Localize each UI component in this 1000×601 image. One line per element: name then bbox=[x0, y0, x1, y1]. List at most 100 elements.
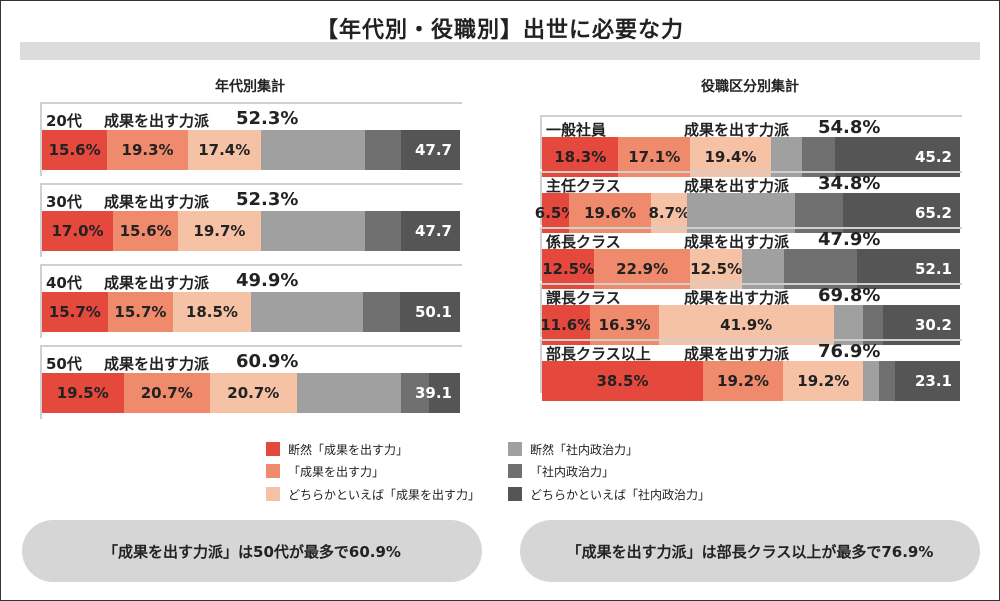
bar-segment bbox=[863, 361, 880, 401]
bar-segment: 12.5% bbox=[542, 249, 595, 289]
title-rule bbox=[20, 42, 980, 60]
legend-label: どちらかといえば「成果を出す力」 bbox=[288, 488, 481, 502]
bar-group bbox=[540, 171, 962, 225]
legend-label: 「成果を出す力」 bbox=[288, 465, 385, 479]
category-label: 30代 bbox=[46, 193, 82, 211]
bar-segment: 17.1% bbox=[618, 137, 690, 177]
legend-label: 断然「成果を出す力」 bbox=[288, 443, 409, 457]
category-label: 40代 bbox=[46, 274, 82, 292]
legend-label: 断然「社内政治力」 bbox=[530, 443, 639, 457]
group-tag: 成果を出す力派 bbox=[104, 355, 210, 373]
right-total-label: 45.2 bbox=[914, 148, 952, 166]
bar-segment: 19.6% bbox=[569, 193, 652, 233]
bar-group bbox=[40, 102, 462, 176]
bar-segment bbox=[400, 211, 460, 251]
bar-segment: 15.6% bbox=[42, 130, 108, 170]
legend-swatch bbox=[508, 487, 522, 501]
category-label: 20代 bbox=[46, 112, 82, 130]
group-percent: 47.9% bbox=[818, 229, 881, 250]
bar-segment: 20.7% bbox=[210, 373, 297, 413]
bar-segment bbox=[363, 292, 401, 332]
group-tag: 成果を出す力派 bbox=[684, 233, 790, 251]
bar-segment bbox=[400, 130, 460, 170]
note-right: 「成果を出す力派」は部長クラス以上が最多で76.9% bbox=[520, 520, 980, 582]
bar-segment bbox=[857, 249, 960, 289]
group-percent: 34.8% bbox=[818, 173, 881, 194]
right-total-label: 23.1 bbox=[914, 372, 952, 390]
bar-segment bbox=[863, 305, 883, 345]
group-tag: 成果を出す力派 bbox=[684, 345, 790, 363]
bar-segment bbox=[882, 305, 960, 345]
bar-segment bbox=[250, 292, 364, 332]
bar-segment bbox=[842, 193, 960, 233]
bar-segment bbox=[801, 137, 835, 177]
bar-segment: 18.3% bbox=[542, 137, 619, 177]
bar-segment bbox=[364, 211, 401, 251]
bar-segment: 16.3% bbox=[590, 305, 659, 345]
bar-segment bbox=[879, 361, 896, 401]
bar-segment bbox=[260, 211, 365, 251]
bar-segment: 41.9% bbox=[658, 305, 834, 345]
bar-group bbox=[540, 339, 962, 393]
right-total-label: 65.2 bbox=[914, 204, 952, 222]
category-label: 部長クラス以上 bbox=[546, 345, 651, 363]
legend-label: 「社内政治力」 bbox=[530, 465, 615, 479]
bar-segment: 19.4% bbox=[689, 137, 772, 177]
bar-segment: 15.7% bbox=[42, 292, 108, 332]
bar-group bbox=[40, 345, 462, 419]
stacked-bar: 11.6% 16.3% 41.9% 30.2 bbox=[540, 305, 960, 345]
bar-segment: 6.5% bbox=[535, 193, 576, 233]
right-subtitle: 役職区分別集計 bbox=[701, 79, 799, 95]
group-percent: 52.3% bbox=[236, 108, 299, 129]
bar-segment: 17.4% bbox=[187, 130, 261, 170]
bar-segment: 8.7% bbox=[648, 193, 690, 233]
bar-group bbox=[40, 183, 462, 257]
bar-segment: 11.6% bbox=[540, 305, 592, 345]
left-subtitle: 年代別集計 bbox=[215, 79, 285, 95]
bar-segment bbox=[895, 361, 960, 401]
bar-segment bbox=[833, 305, 863, 345]
category-label: 課長クラス bbox=[546, 289, 621, 307]
group-percent: 49.9% bbox=[236, 270, 299, 291]
group-tag: 成果を出す力派 bbox=[684, 289, 790, 307]
stacked-bar: 18.3% 17.1% 19.4% 45.2 bbox=[542, 137, 960, 177]
bar-segment bbox=[364, 130, 401, 170]
bar-segment bbox=[400, 292, 460, 332]
right-total-label: 47.7 bbox=[414, 141, 452, 159]
bar-segment: 22.9% bbox=[594, 249, 690, 289]
legend-label: どちらかといえば「社内政治力」 bbox=[530, 488, 711, 502]
bar-segment: 18.5% bbox=[173, 292, 251, 332]
right-total-label: 52.1 bbox=[914, 260, 952, 278]
bar-group bbox=[540, 227, 962, 281]
group-percent: 69.8% bbox=[818, 285, 881, 306]
bar-segment bbox=[260, 130, 365, 170]
group-tag: 成果を出す力派 bbox=[104, 112, 210, 130]
group-tag: 成果を出す力派 bbox=[104, 193, 210, 211]
stacked-bar: 12.5% 22.9% 12.5% 52.1 bbox=[542, 249, 960, 289]
chart-title: 【年代別・役職別】出世に必要な力 bbox=[315, 18, 684, 43]
bar-segment bbox=[296, 373, 402, 413]
stacked-bar: 17.0% 15.6% 19.7% 47.7 bbox=[42, 211, 460, 251]
bar-segment: 12.5% bbox=[689, 249, 743, 289]
right-total-label: 47.7 bbox=[414, 222, 452, 240]
category-label: 係長クラス bbox=[546, 233, 621, 251]
group-tag: 成果を出す力派 bbox=[684, 177, 790, 195]
note-left: 「成果を出す力派」は50代が最多で60.9% bbox=[22, 520, 482, 582]
bar-segment: 19.5% bbox=[42, 373, 124, 413]
right-total-label: 39.1 bbox=[414, 384, 452, 402]
bar-group bbox=[40, 264, 462, 338]
bar-segment bbox=[771, 137, 802, 177]
bar-segment bbox=[784, 249, 858, 289]
bar-segment bbox=[835, 137, 960, 177]
legend-swatch bbox=[266, 487, 280, 501]
bar-segment bbox=[742, 249, 785, 289]
stacked-bar: 19.5% 20.7% 20.7% 39.1 bbox=[42, 373, 460, 413]
category-label: 一般社員 bbox=[546, 121, 607, 139]
bar-segment bbox=[429, 373, 460, 413]
group-percent: 52.3% bbox=[236, 189, 299, 210]
stacked-bar: 15.7% 15.7% 18.5% 50.1 bbox=[42, 292, 460, 332]
legend-swatch bbox=[508, 464, 522, 478]
group-tag: 成果を出す力派 bbox=[104, 274, 210, 292]
bar-segment bbox=[687, 193, 796, 233]
bar-segment: 38.5% bbox=[542, 361, 703, 401]
